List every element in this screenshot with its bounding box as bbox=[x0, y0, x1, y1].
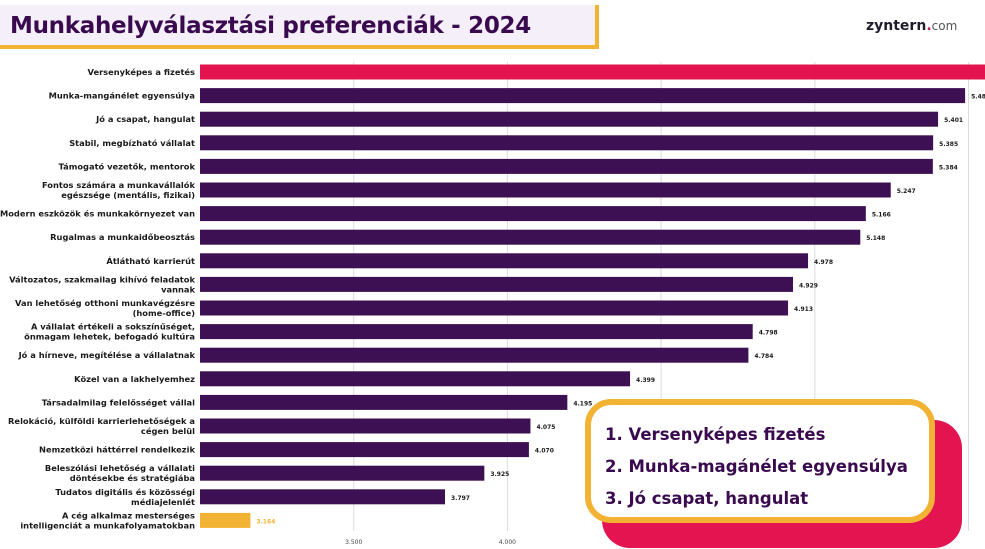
category-label: Jó a hírneve, megítélése a vállalatnak bbox=[18, 350, 196, 360]
bar bbox=[200, 158, 933, 174]
bar bbox=[200, 418, 531, 434]
value-label: 4.195 bbox=[573, 400, 592, 407]
callout-item-3: 3. Jó csapat, hangulat bbox=[605, 489, 809, 508]
bar bbox=[200, 276, 793, 292]
value-label: 4.075 bbox=[536, 424, 555, 431]
category-label: Támogató vezetők, mentorok bbox=[59, 161, 196, 171]
value-label: 4.784 bbox=[754, 353, 773, 360]
category-label: Van lehetőség otthoni munkavégzésre (home… bbox=[15, 298, 195, 318]
bar bbox=[200, 465, 485, 481]
bar bbox=[200, 229, 861, 245]
brand-suffix: com bbox=[931, 19, 958, 33]
callout-item-1: 1. Versenyképes fizetés bbox=[605, 425, 826, 444]
category-label: Átlátható karrierút bbox=[106, 255, 195, 266]
bar bbox=[200, 206, 866, 222]
category-label: Rugalmas a munkaidőbeosztás bbox=[50, 232, 195, 242]
category-label: A vállalat értékeli a sokszínűséget, önma… bbox=[24, 322, 195, 342]
category-label: Tudatos digitális és közösségi médiajelen… bbox=[55, 487, 195, 507]
category-label: Fontos számára a munkavállalók egészsége … bbox=[42, 180, 196, 200]
category-label: Munka-mangánélet egyensúlya bbox=[49, 91, 195, 101]
value-label: 4.399 bbox=[636, 377, 655, 384]
value-label: 5.247 bbox=[897, 188, 916, 195]
callout-item-2: 2. Munka-magánélet egyensúlya bbox=[605, 457, 908, 476]
category-label: Relokáció, külföldi karrierlehetőségek a… bbox=[8, 416, 195, 436]
bar bbox=[200, 371, 631, 387]
value-label: 3.797 bbox=[451, 495, 470, 502]
bar bbox=[200, 182, 891, 198]
category-label: A cég alkalmaz mesterséges intelligenciát… bbox=[20, 510, 195, 530]
bar bbox=[200, 300, 789, 316]
category-label: Változatos, szakmailag kihívó feladatok v… bbox=[9, 274, 195, 294]
value-label: 4.929 bbox=[799, 282, 818, 289]
value-label: 5.148 bbox=[866, 235, 885, 242]
bar bbox=[200, 442, 529, 458]
value-label: 5.166 bbox=[872, 212, 891, 219]
value-label: 5.489 bbox=[971, 94, 985, 101]
category-label: Beleszólási lehetőség a vállalati döntése… bbox=[45, 463, 195, 483]
category-label: Közel van a lakhelyemhez bbox=[74, 374, 195, 384]
value-label: 4.798 bbox=[759, 330, 778, 337]
value-label: 4.913 bbox=[794, 306, 813, 313]
x-tick-label: 3.500 bbox=[345, 539, 362, 546]
value-label: 5.384 bbox=[939, 164, 958, 171]
category-label: Társadalmilag felelősséget vállal bbox=[42, 397, 195, 407]
bar bbox=[200, 324, 753, 340]
category-label: Modern eszközök és munkakörnyezet van bbox=[0, 209, 195, 219]
bar bbox=[200, 394, 568, 410]
value-label: 3.164 bbox=[256, 518, 275, 525]
bar bbox=[200, 88, 966, 104]
bar bbox=[200, 347, 749, 363]
bar bbox=[200, 135, 934, 151]
brand-logo: zyntern.com bbox=[866, 18, 957, 34]
bar bbox=[200, 111, 939, 127]
x-tick-label: 4.000 bbox=[499, 539, 516, 546]
bar bbox=[200, 512, 251, 528]
value-label: 3.925 bbox=[490, 471, 509, 478]
value-label: 5.385 bbox=[939, 141, 958, 148]
brand-dot: . bbox=[926, 18, 932, 34]
top3-callout: 1. Versenyképes fizetés 2. Munka-magánél… bbox=[585, 399, 935, 523]
brand-name: zyntern bbox=[866, 18, 927, 34]
bar bbox=[200, 64, 985, 80]
value-label: 5.401 bbox=[944, 117, 963, 124]
page-title: Munkahelyválasztási preferenciák - 2024 bbox=[10, 13, 531, 39]
bar bbox=[200, 253, 809, 269]
bar bbox=[200, 489, 445, 505]
category-label: Versenyképes a fizetés bbox=[87, 67, 195, 77]
value-label: 4.978 bbox=[814, 259, 833, 266]
category-label: Nemzetközi háttérrel rendelkezik bbox=[39, 445, 195, 455]
category-label: Jó a csapat, hangulat bbox=[95, 114, 195, 124]
title-banner: Munkahelyválasztási preferenciák - 2024 bbox=[0, 5, 599, 49]
value-label: 4.070 bbox=[535, 448, 554, 455]
category-label: Stabil, megbízható vállalat bbox=[69, 138, 195, 148]
